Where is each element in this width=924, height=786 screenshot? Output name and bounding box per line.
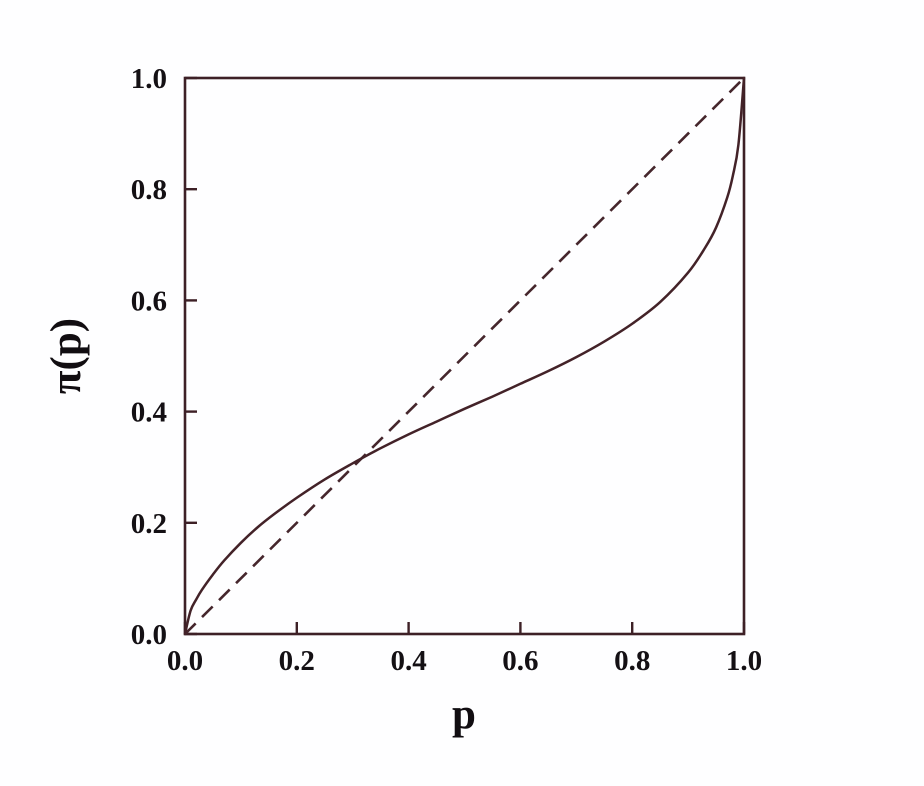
x-tick-label-3: 0.6 xyxy=(502,645,538,677)
y-axis-tick-labels: 0.0 0.2 0.4 0.6 0.8 1.0 xyxy=(131,63,167,651)
x-tick-label-2: 0.4 xyxy=(390,645,426,677)
plot-frame xyxy=(183,76,746,636)
weighting-function-curve xyxy=(183,76,746,636)
x-axis-title: p xyxy=(452,691,476,738)
x-tick-label-5: 1.0 xyxy=(726,645,762,677)
y-axis-ticks xyxy=(185,76,197,636)
identity-line-dashed xyxy=(184,77,745,635)
x-tick-label-0: 0.0 xyxy=(167,645,203,677)
y-tick-label-1: 0.2 xyxy=(131,508,167,540)
y-tick-label-3: 0.6 xyxy=(131,285,167,317)
x-axis-ticks xyxy=(183,622,746,634)
y-tick-label-2: 0.4 xyxy=(131,397,167,429)
x-axis-tick-labels: 0.0 0.2 0.4 0.6 0.8 1.0 xyxy=(167,645,762,677)
y-tick-label-4: 0.8 xyxy=(131,174,167,206)
x-tick-label-4: 0.8 xyxy=(614,645,650,677)
y-axis-title: π(p) xyxy=(43,318,90,394)
y-tick-label-0: 0.0 xyxy=(131,619,167,651)
x-tick-label-1: 0.2 xyxy=(279,645,315,677)
y-tick-label-5: 1.0 xyxy=(131,63,167,95)
